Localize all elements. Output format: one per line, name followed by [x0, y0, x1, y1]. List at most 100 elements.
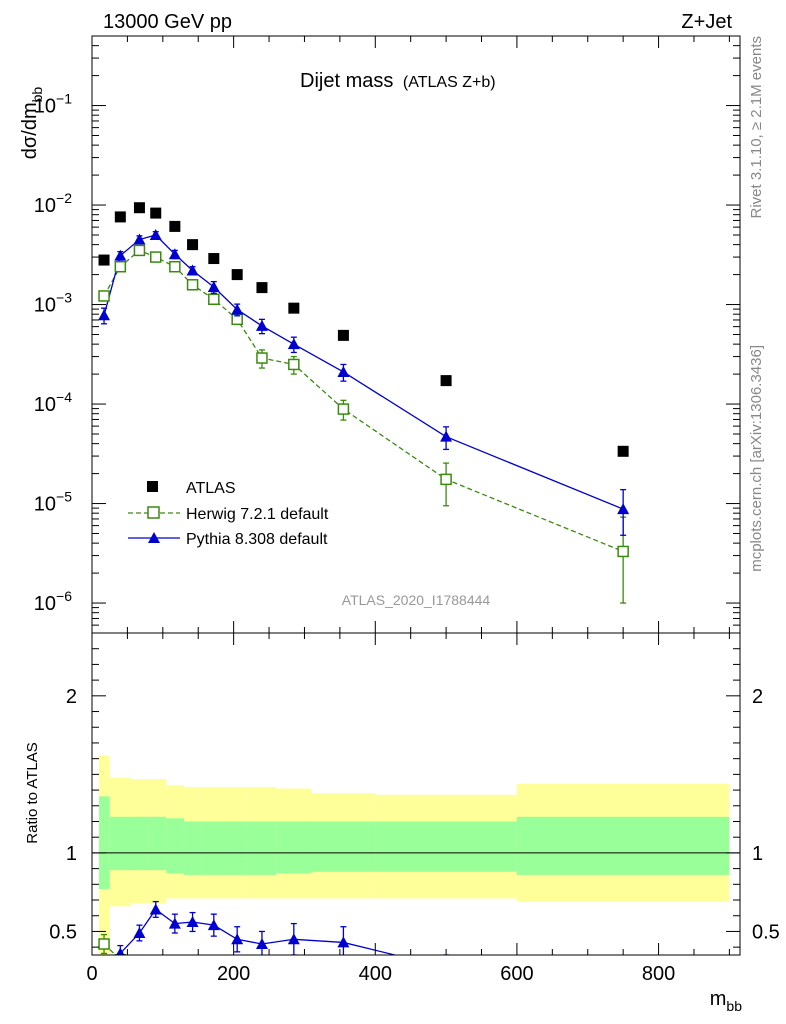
pythia-point	[255, 319, 268, 331]
legend-marker-herwig	[147, 506, 160, 519]
ratio-pythia-point	[207, 919, 220, 931]
x-axis-label: mbb	[710, 988, 742, 1014]
main-y-tick-label: 10−4	[34, 389, 72, 416]
ratio-y-tick-label-right: 2	[752, 686, 763, 708]
atlas-point	[231, 269, 243, 281]
atlas-point	[440, 375, 452, 387]
legend-marker-pythia	[148, 532, 160, 543]
ratio-ticks: 0 200 400 600 800 0.5 0.5 1 1 2 2	[49, 633, 780, 985]
plot-title: Dijet mass (ATLAS Z+b)	[300, 70, 496, 92]
ratio-inner-band	[276, 821, 312, 874]
pythia-point	[98, 309, 111, 321]
ratio-x-tick-label: 800	[642, 963, 675, 985]
herwig-point	[149, 251, 162, 263]
ratio-bands	[92, 755, 740, 955]
ratio-inner-band	[130, 816, 149, 871]
rivet-version-label: Rivet 3.1.10, ≥ 2.1M events	[748, 36, 765, 219]
pythia-point	[287, 338, 300, 350]
main-y-tick-label: 10−2	[34, 190, 72, 217]
legend-marker-atlas	[147, 481, 158, 492]
pythia-point	[337, 365, 350, 377]
ratio-x-tick-label: 0	[86, 963, 97, 985]
pythia-point	[186, 264, 199, 276]
herwig-line	[103, 249, 624, 553]
herwig-point	[208, 293, 220, 306]
analysis-tag: ATLAS_2020_I1788444	[342, 592, 491, 608]
atlas-point	[150, 207, 162, 219]
main-y-tick-label-mantissa: 10	[34, 394, 56, 416]
ratio-pythia-point	[168, 917, 181, 929]
main-y-tick-label: 10−1	[34, 91, 72, 118]
ratio-inner-band	[516, 816, 730, 875]
herwig-point	[169, 260, 181, 273]
ratio-inner-band	[247, 821, 277, 875]
ratio-inner-band	[311, 821, 376, 872]
main-y-tick-label-exponent: −4	[56, 389, 72, 405]
legend-label-pythia: Pythia 8.308 default	[186, 531, 328, 548]
ratio-y-tick-label-right: 0.5	[752, 921, 780, 943]
atlas-point	[617, 445, 629, 457]
main-panel: 10−110−210−310−410−510−6 Dijet mass (ATL…	[19, 35, 741, 634]
y-axis-label: dσ/dmbb	[19, 87, 45, 160]
process-label: Z+Jet	[681, 11, 732, 33]
ratio-pythia-point	[133, 927, 146, 939]
ratio-frame	[91, 632, 741, 956]
ratio-x-tick-label: 600	[500, 963, 533, 985]
pythia-point	[440, 430, 453, 442]
herwig-point	[133, 244, 146, 257]
herwig-point	[256, 352, 268, 364]
ratio-pythia-point	[116, 947, 125, 955]
pythia-point	[617, 503, 630, 515]
ratio-inner-band	[109, 816, 131, 871]
herwig-point	[186, 279, 199, 291]
x-axis-label-main: m	[710, 988, 727, 1010]
plot-title-sub: (ATLAS Z+b)	[403, 74, 496, 91]
ratio-pythia-point	[255, 938, 268, 950]
atlas-point	[187, 239, 199, 251]
main-marks	[98, 202, 630, 604]
pythia-point	[114, 249, 127, 261]
atlas-point	[208, 253, 220, 265]
herwig-point	[617, 545, 629, 558]
ratio-pythia-point	[98, 960, 110, 971]
ratio-y-axis-label: Ratio to ATLAS	[24, 742, 41, 843]
ratio-inner-band	[375, 821, 517, 872]
ratio-pythia-point	[149, 903, 162, 915]
atlas-point	[337, 329, 349, 341]
pythia-point	[207, 281, 220, 293]
atlas-point	[98, 254, 110, 266]
main-y-tick-label-exponent: −3	[56, 290, 72, 306]
legend-label-atlas: ATLAS	[186, 480, 236, 497]
atlas-point	[169, 220, 181, 232]
ratio-pythia-point	[337, 936, 350, 948]
atlas-point	[288, 302, 300, 314]
main-y-tick-label-mantissa: 10	[34, 295, 56, 317]
ratio-marks	[98, 900, 450, 971]
main-y-tick-label-exponent: −5	[56, 489, 72, 505]
pythia-point	[133, 233, 146, 245]
main-y-tick-label: 10−5	[34, 489, 72, 516]
ratio-y-tick-label: 1	[66, 843, 77, 865]
main-y-tick-label-exponent: −2	[56, 190, 72, 206]
ratio-pythia-point	[186, 916, 199, 928]
pythia-point	[168, 248, 181, 260]
y-axis-label-sub: bb	[29, 87, 45, 103]
atlas-point	[114, 211, 126, 223]
ratio-pythia-line	[117, 908, 398, 955]
legend: ATLAS Herwig 7.2.1 default Pythia 8.308 …	[128, 480, 329, 548]
ratio-inner-band	[226, 821, 248, 875]
plot-title-main: Dijet mass	[300, 70, 393, 92]
legend-label-herwig: Herwig 7.2.1 default	[186, 506, 329, 523]
pythia-point	[231, 303, 244, 315]
main-ticks: 10−110−210−310−410−510−6	[34, 35, 740, 634]
main-y-tick-label-exponent: −1	[56, 91, 72, 107]
pythia-point	[149, 229, 162, 240]
ratio-y-tick-label: 0.5	[49, 921, 77, 943]
atlas-point	[256, 282, 268, 294]
main-y-tick-label-mantissa: 10	[34, 195, 56, 217]
herwig-point	[337, 403, 350, 415]
main-y-tick-label: 10−6	[34, 588, 72, 615]
herwig-point	[98, 290, 110, 302]
x-axis-label-sub: bb	[726, 998, 742, 1014]
